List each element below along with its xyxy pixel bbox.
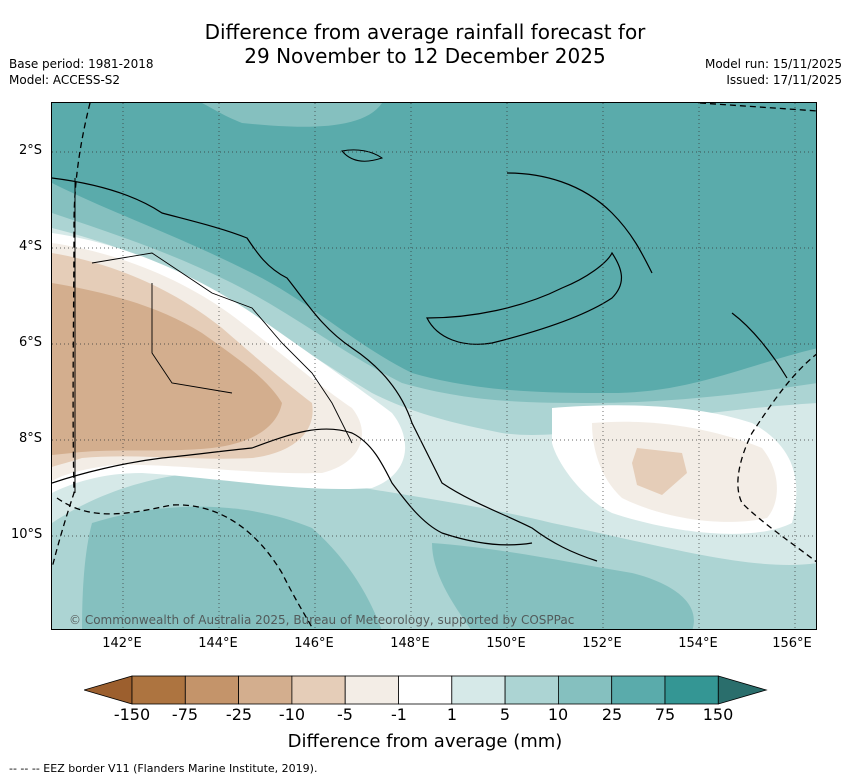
province-borders: [91, 252, 353, 444]
island-new-ireland: [506, 172, 653, 274]
issued-date: Issued: 17/11/2025: [726, 73, 842, 87]
lon-label-152e: 152°E: [582, 636, 622, 651]
lon-label-150e: 150°E: [486, 636, 526, 651]
model-name: Model: ACCESS-S2: [9, 73, 121, 87]
lon-label-156e: 156°E: [772, 636, 812, 651]
contour-wet-south: [82, 506, 382, 629]
colorbar-label-2: -25: [225, 705, 253, 724]
island-manus: [341, 149, 384, 162]
contour-dry-10-25: [52, 283, 282, 455]
colorbar-title: Difference from average (mm): [287, 731, 563, 752]
colorbar-label-9: 25: [601, 705, 623, 724]
model-run: Model run: 15/11/2025: [704, 57, 842, 71]
lon-label-142e: 142°E: [102, 636, 142, 651]
colorbar-segment: [611, 675, 666, 705]
map-canvas: [52, 103, 816, 629]
colorbar-segment: [398, 675, 453, 705]
colorbar-label-5: -1: [391, 705, 407, 724]
colorbar-segment: [238, 675, 293, 705]
colorbar-label-3: -10: [278, 705, 306, 724]
colorbar-segment: [557, 675, 613, 705]
colorbar-segment: [291, 675, 346, 705]
lon-label-144e: 144°E: [198, 636, 238, 651]
colorbar-segment: [344, 675, 399, 705]
colorbar-label-10: 75: [654, 705, 676, 724]
colorbar-label-4: -5: [337, 705, 353, 724]
lat-label-4s: 4°S: [19, 239, 43, 254]
chart-title: Difference from average rainfall forecas…: [0, 20, 850, 68]
colorbar-label-6: 1: [446, 705, 458, 724]
lat-label-8s: 8°S: [19, 431, 43, 446]
island-new-britain: [426, 251, 622, 345]
colorbar-label-1: -75: [171, 705, 199, 724]
lat-label-10s: 10°S: [11, 527, 43, 542]
lon-label-148e: 148°E: [390, 636, 430, 651]
colorbar-segment: [131, 675, 186, 705]
contour-dry-east-core: [632, 448, 687, 495]
graticule: [52, 103, 816, 629]
base-period: Base period: 1981-2018: [9, 57, 154, 71]
island-bougainville: [731, 312, 788, 379]
eez-footnote: -- -- -- EEZ border V11 (Flanders Marine…: [9, 762, 318, 775]
colorbar-label-7: 5: [499, 705, 511, 724]
lat-label-6s: 6°S: [19, 335, 43, 350]
colorbar: [84, 675, 768, 705]
rainfall-map: © Commonwealth of Australia 2025, Bureau…: [51, 102, 817, 630]
colorbar-segment: [184, 675, 240, 705]
colorbar-segment: [504, 675, 559, 705]
contour-wet-south-2: [432, 543, 694, 629]
colorbar-extend-high: [717, 675, 768, 705]
colorbar-label-8: 10: [547, 705, 569, 724]
eez-borders: [52, 103, 816, 629]
coastline-south: [52, 428, 533, 546]
colorbar-label-0: -150: [113, 705, 151, 724]
map-copyright: © Commonwealth of Australia 2025, Bureau…: [69, 613, 575, 627]
contour-wet-north: [202, 103, 382, 127]
lon-label-154e: 154°E: [678, 636, 718, 651]
province-borders-2: [151, 283, 233, 394]
lon-label-146e: 146°E: [294, 636, 334, 651]
colorbar-segment: [451, 675, 506, 705]
lat-label-2s: 2°S: [19, 143, 43, 158]
colorbar-label-11: 150: [702, 705, 734, 724]
meta-left: Base period: 1981-2018 Model: ACCESS-S2: [9, 56, 154, 88]
title-line-2: 29 November to 12 December 2025: [244, 44, 606, 68]
colorbar-extend-low: [84, 675, 133, 705]
colorbar-segment: [664, 675, 719, 705]
meta-right: Model run: 15/11/2025 Issued: 17/11/2025: [705, 56, 842, 88]
title-line-1: Difference from average rainfall forecas…: [204, 20, 646, 44]
coastline-north: [52, 177, 598, 562]
